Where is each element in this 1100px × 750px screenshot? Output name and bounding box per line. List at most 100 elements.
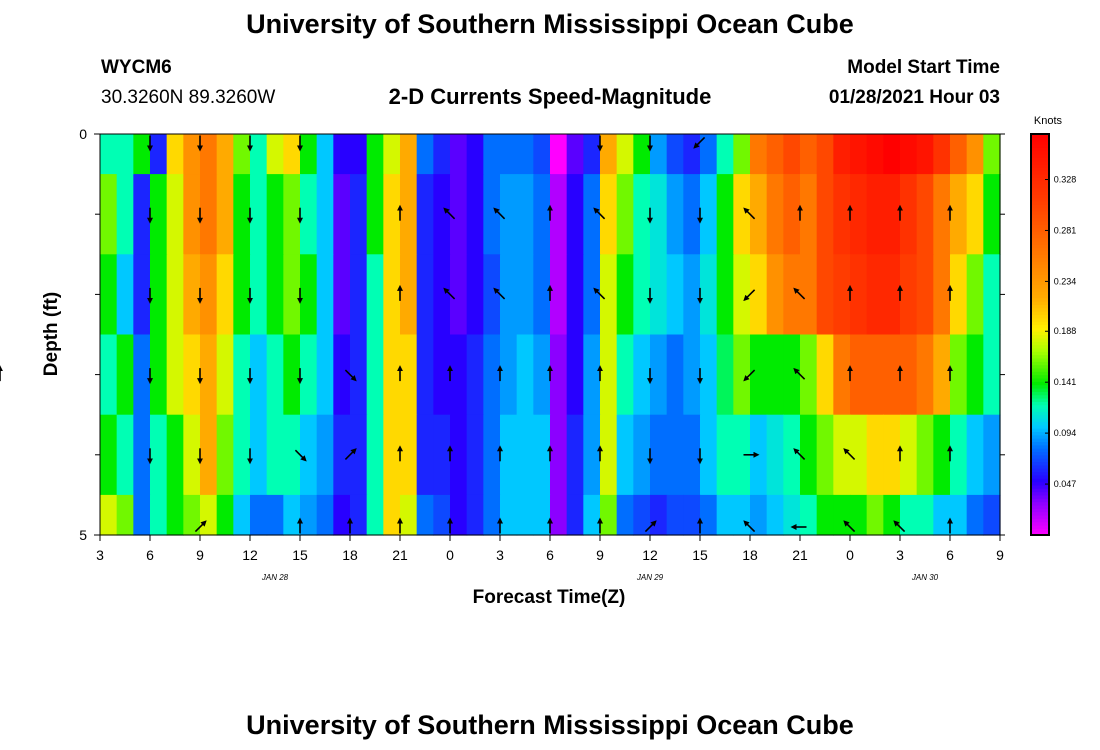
heatmap-cell (650, 174, 668, 255)
heatmap-cell (783, 254, 801, 336)
x-axis-label: Forecast Time(Z) (473, 587, 626, 608)
x-tick-label: 12 (642, 547, 658, 563)
colorbar-segment (1031, 237, 1049, 242)
heatmap-cell (266, 254, 284, 336)
colorbar-segment (1031, 367, 1049, 372)
colorbar-tick-label: 0.328 (1054, 175, 1077, 185)
heatmap-cell (250, 254, 268, 336)
heatmap-cell (433, 174, 451, 255)
colorbar-segment (1031, 227, 1049, 232)
colorbar-segment (1031, 451, 1049, 456)
heatmap-cell (783, 334, 801, 416)
heatmap-cell (366, 134, 384, 175)
colorbar-segment (1031, 324, 1049, 329)
colorbar-segment (1031, 474, 1049, 479)
heatmap-cell (250, 334, 268, 416)
heatmap-cell (683, 254, 701, 336)
current-arrow (843, 520, 856, 533)
heatmap-cell (500, 334, 518, 416)
heatmap-cell (150, 134, 168, 175)
colorbar-segment (1031, 187, 1049, 192)
heatmap-cell (700, 174, 718, 255)
colorbar-segment (1031, 274, 1049, 279)
heatmap-cell (583, 414, 601, 496)
colorbar-segment (1031, 391, 1049, 396)
current-arrow (743, 369, 756, 382)
heatmap-cell (766, 494, 784, 536)
heatmap-cell (233, 134, 251, 175)
heatmap-cell (616, 334, 634, 416)
heatmap-cell (383, 254, 401, 336)
heatmap-cell (333, 254, 351, 336)
heatmap-cell (533, 174, 551, 255)
colorbar-segment (1031, 361, 1049, 366)
heatmap-cell (100, 134, 118, 175)
colorbar-segment (1031, 220, 1049, 225)
heatmap-cell (300, 494, 318, 536)
heatmap-cell (450, 494, 468, 536)
heatmap-cell (800, 254, 818, 336)
colorbar-segment (1031, 401, 1049, 406)
heatmap-cell (950, 414, 968, 496)
heatmap-cell (866, 174, 884, 255)
heatmap-cell (950, 254, 968, 336)
colorbar-segment (1031, 210, 1049, 215)
heatmap-cell (900, 414, 918, 496)
x-tick-label: 9 (196, 547, 204, 563)
colorbar-segment (1031, 397, 1049, 402)
heatmap-cell (566, 494, 584, 536)
x-tick-label: 0 (846, 547, 854, 563)
x-tick-label: 18 (342, 547, 358, 563)
heatmap-cell (116, 494, 134, 536)
colorbar-segment (1031, 214, 1049, 219)
heatmap-cell (250, 494, 268, 536)
heatmap-cell (800, 174, 818, 255)
heatmap-cell (533, 254, 551, 336)
heatmap-cell (716, 254, 734, 336)
heatmap-cell (533, 414, 551, 496)
heatmap-cell (150, 334, 168, 416)
colorbar-segment (1031, 411, 1049, 416)
colorbar-segment (1031, 327, 1049, 332)
colorbar-segment (1031, 140, 1049, 145)
heatmap-cell (733, 334, 751, 416)
heatmap-cell (283, 174, 301, 255)
heatmap-cell (666, 334, 684, 416)
colorbar-segment (1031, 170, 1049, 175)
x-tick-label: 6 (546, 547, 554, 563)
heatmap-cell (716, 494, 734, 536)
colorbar-segment (1031, 394, 1049, 399)
heatmap-cell (850, 174, 868, 255)
heatmap-cell (450, 174, 468, 255)
heatmap-cell (783, 414, 801, 496)
heatmap-cell (550, 494, 568, 536)
colorbar-segment (1031, 431, 1049, 436)
colorbar-segment (1031, 404, 1049, 409)
heatmap-cell (666, 134, 684, 175)
colorbar-segment (1031, 334, 1049, 339)
heatmap-cell (133, 254, 151, 336)
heatmap-cell (666, 414, 684, 496)
heatmap-cell (483, 174, 501, 255)
heatmap-cell (583, 134, 601, 175)
colorbar-segment (1031, 504, 1049, 509)
heatmap-cell (683, 174, 701, 255)
heatmap-cell (466, 414, 484, 496)
heatmap-cell (133, 174, 151, 255)
heatmap-cell (433, 414, 451, 496)
current-arrow (893, 520, 906, 533)
heatmap-cell (433, 254, 451, 336)
x-tick-label: 9 (596, 547, 604, 563)
colorbar-segment (1031, 177, 1049, 182)
heatmap-cell (483, 494, 501, 536)
heatmap-cell (600, 174, 618, 255)
heatmap-cell (816, 494, 834, 536)
heatmap-cell (716, 174, 734, 255)
colorbar-segment (1031, 408, 1049, 412)
heatmap-cell (766, 414, 784, 496)
heatmap-cell (800, 134, 818, 175)
colorbar-segment (1031, 371, 1049, 376)
heatmap-cell (100, 494, 118, 536)
heatmap-cell (350, 134, 368, 175)
heatmap-cell (866, 134, 884, 175)
